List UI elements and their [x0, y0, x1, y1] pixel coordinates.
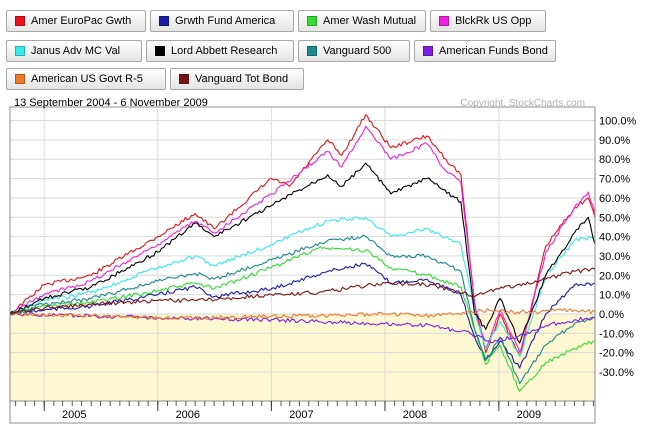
legend-label: American US Govt R-5 [31, 73, 143, 85]
legend-item[interactable]: American Funds Bond [414, 40, 556, 62]
chart-area: 100.0% 90.0% 80.0% 70.0% 60.0% 50.0% 40.0% 30.0… [9, 95, 640, 426]
legend-label: American Funds Bond [439, 45, 548, 57]
y-tick-label: 100.0% [599, 116, 637, 128]
legend-swatch [307, 46, 317, 56]
legend-label: Amer Wash Mutual [323, 15, 417, 27]
series-line [9, 162, 596, 344]
legend-swatch [179, 74, 189, 84]
legend-label: Amer EuroPac Gwth [31, 15, 132, 27]
legend: Amer EuroPac Gwth Grwth Fund America Ame… [0, 0, 646, 95]
series-line [9, 307, 596, 321]
copyright-notice: Copyright, StockCharts.com [460, 98, 586, 109]
legend-label: Vanguard Tot Bond [195, 73, 289, 85]
y-tick-label: 90.0% [599, 135, 630, 147]
legend-swatch [423, 46, 433, 56]
y-tick-label: -30.0% [599, 367, 634, 379]
y-tick-label: 0.0% [599, 309, 624, 321]
legend-swatch [15, 74, 25, 84]
y-tick-label: 30.0% [599, 251, 630, 263]
y-tick-label: 20.0% [599, 270, 630, 282]
y-tick-label: 10.0% [599, 290, 630, 302]
x-tick-label: 2007 [289, 409, 313, 421]
x-tick-label: 2008 [403, 409, 427, 421]
y-tick-label: 50.0% [599, 212, 630, 224]
legend-item[interactable]: Amer EuroPac Gwth [6, 10, 146, 32]
legend-swatch [15, 16, 25, 26]
legend-label: Vanguard 500 [323, 45, 392, 57]
legend-item[interactable]: American US Govt R-5 [6, 68, 166, 90]
legend-swatch [155, 46, 165, 56]
legend-label: Lord Abbett Research [171, 45, 278, 57]
legend-swatch [15, 46, 25, 56]
legend-label: Janus Adv MC Val [31, 45, 121, 57]
x-tick-label: 2009 [517, 409, 541, 421]
series-line [9, 234, 596, 385]
y-tick-label: 40.0% [599, 232, 630, 244]
legend-label: Grwth Fund America [175, 15, 276, 27]
x-tick-label: 2006 [176, 409, 200, 421]
series-line [9, 216, 596, 358]
legend-item[interactable]: Janus Adv MC Val [6, 40, 142, 62]
legend-item[interactable]: Lord Abbett Research [146, 40, 294, 62]
legend-item[interactable]: Vanguard 500 [298, 40, 410, 62]
y-tick-label: 80.0% [599, 154, 630, 166]
legend-item[interactable]: Grwth Fund America [150, 10, 294, 32]
series-line [9, 125, 596, 354]
legend-swatch [307, 16, 317, 26]
y-tick-label: -20.0% [599, 348, 634, 360]
legend-swatch [439, 16, 449, 26]
x-axis-band [9, 400, 596, 424]
series-line [9, 311, 596, 344]
price-performance-chart: 100.0% 90.0% 80.0% 70.0% 60.0% 50.0% 40.0% 30.0… [9, 106, 637, 424]
series-line [9, 262, 596, 369]
y-tick-label: 60.0% [599, 193, 630, 205]
legend-swatch [159, 16, 169, 26]
x-tick-label: 2005 [62, 409, 86, 421]
plot-background-negative [10, 313, 595, 401]
legend-item[interactable]: Amer Wash Mutual [298, 10, 426, 32]
legend-item[interactable]: Vanguard Tot Bond [170, 68, 304, 90]
y-tick-label: 70.0% [599, 174, 630, 186]
legend-item[interactable]: BlckRk US Opp [430, 10, 546, 32]
series-line [9, 246, 596, 392]
y-tick-label: -10.0% [599, 328, 634, 340]
series-line [9, 267, 596, 315]
legend-label: BlckRk US Opp [455, 15, 532, 27]
date-range-label: 13 September 2004 - 6 November 2009 [14, 97, 208, 109]
